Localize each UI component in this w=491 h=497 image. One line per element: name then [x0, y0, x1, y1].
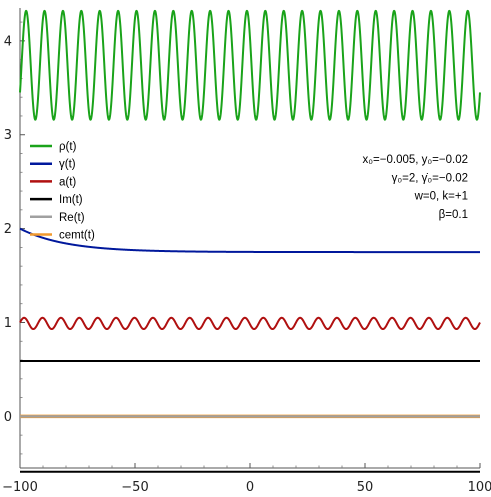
legend-label: γ(t): [59, 159, 76, 171]
legend-label: Re(t): [59, 212, 85, 224]
x-tick-label: 0: [246, 480, 254, 495]
x-tick-label: −50: [121, 480, 148, 495]
legend-label: Im(t): [59, 194, 83, 206]
annotation-line: x₀=−0.005, y₀=−0.02: [363, 154, 468, 166]
y-tick-label: 1: [4, 316, 12, 331]
legend-label: ρ(t): [59, 141, 77, 153]
series-line-at: [19, 316, 481, 331]
annotation-line: w=0, k=+1: [414, 191, 468, 203]
y-tick-label: 0: [4, 410, 12, 425]
x-tick-label: 50: [357, 480, 374, 495]
series-layer: [18, 9, 482, 473]
x-tick-label: 100: [468, 480, 491, 495]
series-line-t: [19, 227, 481, 254]
y-tick-label: 4: [4, 34, 12, 49]
annotation-line: β=0.1: [439, 209, 468, 221]
y-tick-label: 3: [4, 128, 12, 143]
annotation-line: γ₀=2, γ̇₀=−0.02: [392, 172, 468, 184]
legend-label: cemt(t): [59, 230, 95, 242]
axes: 0 1 2 3 4 −100 −50 0 50 100: [2, 8, 491, 495]
series-line-t: [19, 9, 481, 121]
y-tick-label: 2: [4, 222, 12, 237]
x-tick-label: −100: [2, 480, 38, 495]
annotation: x₀=−0.005, y₀=−0.02 γ₀=2, γ̇₀=−0.02 w=0, k…: [363, 154, 468, 221]
legend: ρ(t) γ(t) a(t) Im(t) Re(t) cemt(t): [30, 141, 95, 242]
legend-label: a(t): [59, 176, 76, 188]
